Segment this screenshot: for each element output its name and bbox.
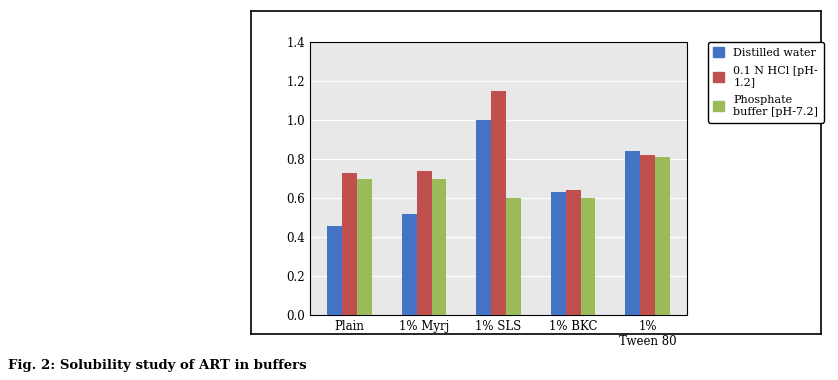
Bar xyxy=(401,214,416,315)
Bar xyxy=(566,190,581,315)
Bar xyxy=(551,192,566,315)
Bar xyxy=(432,179,447,315)
Bar xyxy=(581,198,596,315)
Bar xyxy=(655,157,670,315)
Bar xyxy=(506,198,521,315)
Bar xyxy=(491,91,506,315)
Bar xyxy=(476,120,491,315)
Bar xyxy=(357,179,372,315)
Bar xyxy=(640,155,655,315)
Bar xyxy=(625,151,640,315)
Text: Fig. 2: Solubility study of ART in buffers: Fig. 2: Solubility study of ART in buffe… xyxy=(8,359,307,372)
Bar xyxy=(327,225,342,315)
Bar xyxy=(416,171,432,315)
Bar xyxy=(342,173,357,315)
Legend: Distilled water, 0.1 N HCl [pH-
1.2], Phosphate
buffer [pH-7.2]: Distilled water, 0.1 N HCl [pH- 1.2], Ph… xyxy=(708,42,824,122)
